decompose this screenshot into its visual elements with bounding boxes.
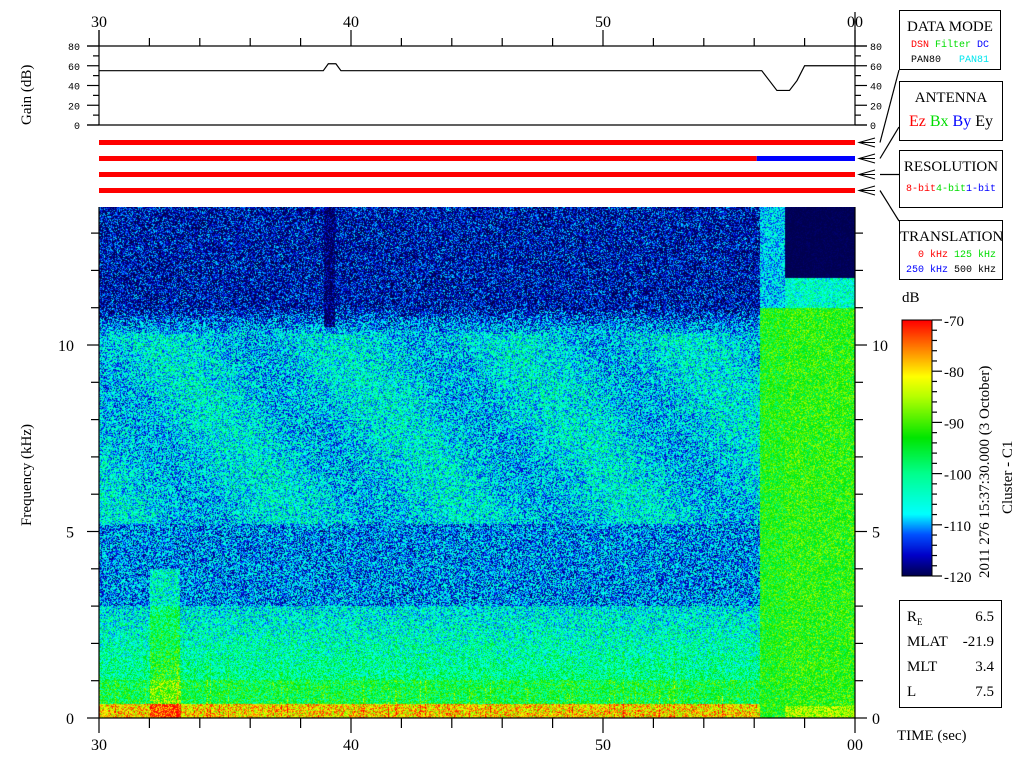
x-tick-label-top: 30 <box>91 14 107 31</box>
gain-tick-label-left: 80 <box>68 43 80 54</box>
colorbar-tick-label: -100 <box>944 468 972 484</box>
legend-connector <box>879 69 900 143</box>
y-tick-label-right: 0 <box>872 711 880 728</box>
y-tick-label-right: 10 <box>872 338 888 355</box>
status-bar-segment <box>99 156 757 161</box>
legend-connector <box>879 190 900 222</box>
legend-item: Ez <box>909 113 926 130</box>
y-tick-label-left: 5 <box>66 525 74 542</box>
legend-item: PAN81 <box>959 55 990 66</box>
orbit-info-box: RE 6.5 MLAT -21.9 MLT 3.4 L 7.5 <box>899 600 1002 708</box>
spacecraft-label: Cluster - C1 <box>1000 440 1016 514</box>
legend-item: By <box>952 113 972 130</box>
l-label: L <box>907 684 917 700</box>
legend-item: PAN80 <box>910 55 941 66</box>
timestamp: 2011 276 15:37:30.000 (3 October) <box>977 365 993 578</box>
data-mode-legend: DATA MODE DSN Filter DC PAN80 PAN81 <box>899 10 1001 70</box>
x-axis-label: TIME (sec) <box>897 728 967 744</box>
legend-item: 1-bit <box>966 184 997 195</box>
gain-tick-label-right: 20 <box>870 102 882 113</box>
legend-item: 8-bit <box>905 184 936 195</box>
status-bar-segment <box>99 172 855 177</box>
legend-item: Bx <box>929 113 949 130</box>
legend-item: 250 kHz <box>905 265 948 276</box>
gain-tick-label-left: 20 <box>68 102 80 113</box>
gain-tick-label-left: 60 <box>68 63 80 74</box>
x-tick-label-top: 40 <box>343 14 359 31</box>
spectrogram <box>99 207 855 718</box>
status-arrow-icon <box>857 137 876 148</box>
gain-tick-label-right: 40 <box>870 83 882 94</box>
status-bar-segment <box>99 188 855 193</box>
legend-item: DC <box>977 40 990 51</box>
colorbar-tick-label: -70 <box>944 314 964 330</box>
gain-line <box>99 63 855 92</box>
re-label: R <box>907 609 918 625</box>
status-arrow-icon <box>857 153 876 164</box>
mlat-label: MLAT <box>907 634 948 650</box>
x-tick-label-top: 50 <box>595 14 611 31</box>
re-sub: E <box>917 617 923 627</box>
colorbar-tick-label: -90 <box>944 416 964 432</box>
y-tick-label-left: 10 <box>58 338 74 355</box>
y-tick-label-right: 5 <box>872 525 880 542</box>
legend-title: DATA MODE <box>907 19 993 35</box>
legend-item: Ey <box>975 113 993 130</box>
legend-item: 125 kHz <box>953 250 996 261</box>
x-tick-label-bottom: 00 <box>847 737 863 754</box>
legend-title: RESOLUTION <box>903 159 999 175</box>
x-tick-label-bottom: 30 <box>91 737 107 754</box>
legend-item: Filter <box>934 40 971 51</box>
colorbar-tick-label: -80 <box>944 365 964 381</box>
l-value: 7.5 <box>975 684 994 700</box>
legend-item: 0 kHz <box>917 250 948 261</box>
y-tick-label-left: 0 <box>66 711 74 728</box>
colorbar <box>902 320 932 576</box>
mlat-value: -21.9 <box>962 634 994 650</box>
gain-axis-label: Gain (dB) <box>19 64 35 125</box>
legend-title: ANTENNA <box>914 90 988 106</box>
colorbar-frame <box>901 319 933 577</box>
status-bar-segment <box>756 156 855 161</box>
gain-tick-label-right: 80 <box>870 43 882 54</box>
colorbar-label: dB <box>902 290 920 306</box>
y-axis-label: Frequency (kHz) <box>19 423 35 526</box>
status-arrow-icon <box>857 185 876 196</box>
colorbar-tick-label: -110 <box>944 519 971 535</box>
status-bar-segment <box>99 140 855 145</box>
x-tick-label-bottom: 40 <box>343 737 359 754</box>
legend-connector <box>879 126 900 159</box>
legend-title: TRANSLATION <box>900 229 1004 245</box>
mlt-value: 3.4 <box>975 659 994 675</box>
gain-tick-label-left: 40 <box>68 83 80 94</box>
status-arrow-icon <box>857 169 876 180</box>
gain-tick-label-left: 0 <box>74 122 80 133</box>
antenna-legend: ANTENNA Ez Bx By Ey <box>899 81 1003 141</box>
x-tick-label-bottom: 50 <box>595 737 611 754</box>
mlt-label: MLT <box>907 659 938 675</box>
resolution-legend: RESOLUTION 8-bit4-bit1-bit <box>899 150 1003 208</box>
translation-legend: TRANSLATION 0 kHz 125 kHz 250 kHz 500 kH… <box>899 220 1003 280</box>
gain-tick-label-right: 60 <box>870 63 882 74</box>
legend-item: 500 kHz <box>953 265 996 276</box>
legend-item: 4-bit <box>935 184 966 195</box>
legend-item: DSN <box>910 40 929 51</box>
gain-tick-label-right: 0 <box>870 122 876 133</box>
colorbar-tick-label: -120 <box>944 570 972 586</box>
re-value: 6.5 <box>975 609 994 625</box>
